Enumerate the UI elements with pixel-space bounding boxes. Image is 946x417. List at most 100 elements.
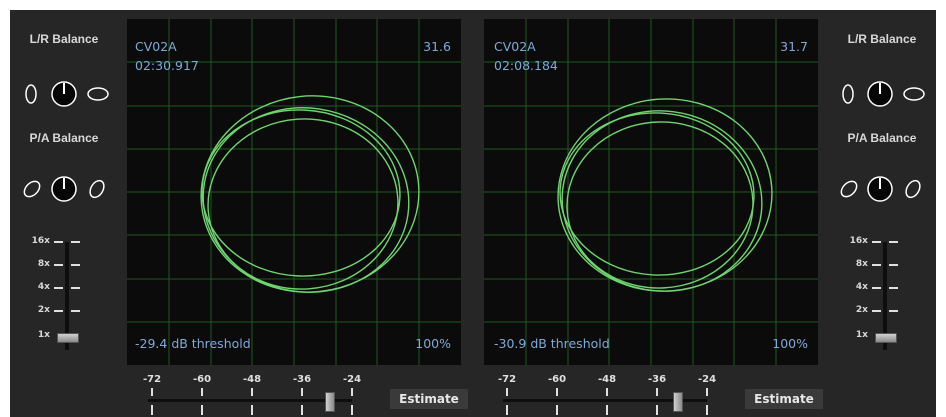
- threshold-scale-label: -36: [292, 374, 312, 385]
- threshold-track: [503, 399, 707, 402]
- zoom-tick: [54, 241, 63, 243]
- zoom-label-2x: 2x: [37, 305, 50, 315]
- threshold-tick: [301, 405, 303, 415]
- threshold-scale-label: -24: [342, 374, 362, 385]
- zoom-tick: [889, 310, 898, 312]
- zoom-tick: [71, 310, 80, 312]
- vectorscope-trace: [557, 98, 773, 292]
- scope-percent: 100%: [772, 336, 808, 351]
- threshold-tick: [351, 405, 353, 415]
- threshold-tick: [706, 405, 708, 415]
- threshold-scale-label: -60: [192, 374, 212, 385]
- zoom-tick: [71, 241, 80, 243]
- zoom-label-16x: 16x: [849, 236, 868, 246]
- threshold-tick: [556, 388, 558, 396]
- threshold-scale-label: -72: [497, 374, 517, 385]
- zoom-track: [883, 242, 887, 350]
- vectorscope-left: CV02A 02:30.917 31.6 -29.4 dB threshold …: [127, 19, 461, 365]
- zoom-tick: [54, 310, 63, 312]
- scope-value: 31.7: [780, 39, 808, 54]
- threshold-tick: [556, 405, 558, 415]
- lr-balance-label: L/R Balance: [29, 32, 99, 46]
- threshold-tick: [201, 388, 203, 396]
- threshold-tick: [151, 388, 153, 396]
- scope-track-name: CV02A: [494, 39, 536, 54]
- threshold-tick: [506, 405, 508, 415]
- threshold-tick: [656, 388, 658, 396]
- threshold-tick: [251, 388, 253, 396]
- zoom-tick: [54, 287, 63, 289]
- threshold-tick: [706, 388, 708, 396]
- zoom-tick: [872, 264, 881, 266]
- scope-time: 02:08.184: [494, 58, 558, 73]
- scope-percent: 100%: [415, 336, 451, 351]
- zoom-label-8x: 8x: [855, 259, 868, 269]
- threshold-scale-label: -60: [547, 374, 567, 385]
- vectorscope-left-plot: [127, 19, 461, 365]
- zoom-slider[interactable]: 16x 8x 4x 2x 1x: [828, 232, 936, 352]
- lr-balance-label: L/R Balance: [847, 32, 917, 46]
- threshold-track: [148, 399, 352, 402]
- lr-balance-control[interactable]: [10, 77, 118, 111]
- lr-balance-knob-icon: [842, 81, 925, 107]
- threshold-scale-label: -24: [697, 374, 717, 385]
- threshold-slider[interactable]: -72 -60 -48 -36 -24: [140, 372, 376, 417]
- estimate-button[interactable]: Estimate: [745, 389, 823, 409]
- threshold-tick: [351, 388, 353, 396]
- zoom-slider[interactable]: 16x 8x 4x 2x 1x: [10, 232, 118, 352]
- zoom-track: [65, 242, 69, 350]
- pa-balance-label: P/A Balance: [847, 131, 917, 145]
- threshold-tick: [301, 388, 303, 396]
- threshold-tick: [151, 405, 153, 415]
- zoom-tick: [889, 287, 898, 289]
- lr-balance-control[interactable]: [828, 77, 936, 111]
- estimate-button[interactable]: Estimate: [390, 389, 468, 409]
- zoom-slider-thumb[interactable]: [57, 333, 79, 343]
- zoom-label-16x: 16x: [31, 236, 50, 246]
- scope-time: 02:30.917: [135, 58, 199, 73]
- zoom-tick: [71, 264, 80, 266]
- vectorscope-right: CV02A 02:08.184 31.7 -30.9 dB threshold …: [484, 19, 818, 365]
- zoom-label-1x: 1x: [37, 330, 50, 340]
- threshold-tick: [506, 388, 508, 396]
- vectorscope-trace: [200, 95, 420, 293]
- threshold-slider-thumb[interactable]: [324, 392, 335, 412]
- threshold-slider-thumb[interactable]: [673, 392, 684, 412]
- threshold-scale-label: -72: [142, 374, 162, 385]
- lr-balance-knob-icon: [25, 81, 109, 107]
- zoom-tick: [71, 287, 80, 289]
- threshold-tick: [606, 405, 608, 415]
- threshold-scale-label: -48: [597, 374, 617, 385]
- threshold-scale-label: -48: [242, 374, 262, 385]
- zoom-slider-thumb[interactable]: [875, 333, 897, 343]
- scope-panel: L/R Balance P/A Balance 16x 8x: [10, 10, 936, 417]
- left-side-controls: L/R Balance P/A Balance 16x 8x: [10, 10, 118, 417]
- zoom-label-4x: 4x: [855, 282, 868, 292]
- pa-balance-knob-icon: [840, 176, 921, 202]
- zoom-label-8x: 8x: [37, 259, 50, 269]
- vectorscope-right-plot: [484, 19, 818, 365]
- zoom-label-1x: 1x: [855, 330, 868, 340]
- threshold-tick: [606, 388, 608, 396]
- scope-track-name: CV02A: [135, 39, 177, 54]
- zoom-tick: [872, 241, 881, 243]
- zoom-tick: [889, 264, 898, 266]
- zoom-tick: [872, 287, 881, 289]
- zoom-tick: [54, 264, 63, 266]
- scope-threshold-text: -29.4 dB threshold: [135, 336, 251, 351]
- pa-balance-control[interactable]: [828, 172, 936, 206]
- threshold-tick: [201, 405, 203, 415]
- threshold-tick: [656, 405, 658, 415]
- scope-threshold-text: -30.9 dB threshold: [494, 336, 610, 351]
- pa-balance-knob-icon: [23, 176, 105, 202]
- zoom-label-2x: 2x: [855, 305, 868, 315]
- scope-value: 31.6: [423, 39, 451, 54]
- zoom-tick: [872, 310, 881, 312]
- threshold-scale-label: -36: [647, 374, 667, 385]
- threshold-tick: [251, 405, 253, 415]
- right-side-controls: L/R Balance P/A Balance 16x 8x: [828, 10, 936, 417]
- zoom-label-4x: 4x: [37, 282, 50, 292]
- pa-balance-control[interactable]: [10, 172, 118, 206]
- zoom-tick: [889, 241, 898, 243]
- threshold-slider[interactable]: -72 -60 -48 -36 -24: [495, 372, 731, 417]
